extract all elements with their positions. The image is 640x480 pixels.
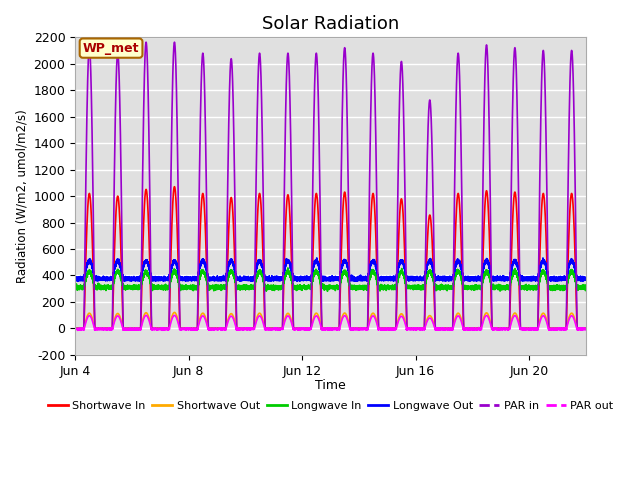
Legend: Shortwave In, Shortwave Out, Longwave In, Longwave Out, PAR in, PAR out: Shortwave In, Shortwave Out, Longwave In… xyxy=(44,397,618,416)
Y-axis label: Radiation (W/m2, umol/m2/s): Radiation (W/m2, umol/m2/s) xyxy=(15,109,28,283)
Text: WP_met: WP_met xyxy=(83,42,140,55)
Title: Solar Radiation: Solar Radiation xyxy=(262,15,399,33)
X-axis label: Time: Time xyxy=(315,379,346,392)
